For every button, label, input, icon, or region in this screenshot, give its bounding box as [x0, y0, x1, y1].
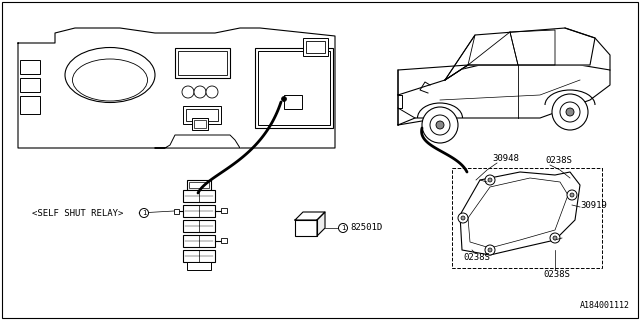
Circle shape: [339, 223, 348, 233]
Polygon shape: [398, 65, 468, 95]
Text: 1: 1: [141, 210, 147, 216]
Circle shape: [488, 178, 492, 182]
Circle shape: [488, 248, 492, 252]
Bar: [221, 238, 227, 243]
Bar: [221, 208, 227, 213]
Text: 0238S: 0238S: [545, 156, 572, 165]
Circle shape: [553, 236, 557, 240]
Bar: [284, 95, 302, 109]
Polygon shape: [317, 212, 325, 236]
Circle shape: [485, 245, 495, 255]
Bar: [255, 48, 333, 128]
Text: A184001112: A184001112: [580, 301, 630, 310]
Circle shape: [206, 86, 218, 98]
Bar: [258, 51, 330, 125]
Circle shape: [552, 94, 588, 130]
Bar: [452, 168, 602, 268]
Bar: [183, 205, 215, 217]
Polygon shape: [295, 212, 325, 220]
Bar: [20, 60, 40, 74]
Polygon shape: [398, 65, 610, 125]
Circle shape: [182, 86, 194, 98]
Circle shape: [560, 102, 580, 122]
Bar: [187, 262, 211, 270]
Bar: [303, 38, 328, 56]
Text: 0238S: 0238S: [463, 253, 490, 262]
Polygon shape: [445, 28, 595, 80]
Text: 82501D: 82501D: [350, 223, 382, 233]
Circle shape: [550, 233, 560, 243]
Bar: [187, 180, 211, 190]
Bar: [295, 220, 317, 236]
Bar: [194, 120, 206, 128]
Bar: [183, 250, 215, 262]
Circle shape: [567, 190, 577, 200]
Bar: [20, 78, 40, 92]
Text: 1: 1: [340, 225, 345, 231]
Circle shape: [282, 97, 287, 101]
Bar: [20, 96, 40, 114]
Circle shape: [140, 209, 148, 218]
Circle shape: [570, 193, 574, 197]
Circle shape: [422, 107, 458, 143]
Bar: [183, 190, 215, 202]
Bar: [174, 209, 179, 214]
Polygon shape: [18, 28, 335, 148]
Circle shape: [194, 86, 206, 98]
Circle shape: [436, 121, 444, 129]
Bar: [175, 48, 230, 78]
Circle shape: [485, 175, 495, 185]
Bar: [178, 51, 227, 75]
Circle shape: [430, 115, 450, 135]
Circle shape: [566, 108, 574, 116]
Text: 0238S: 0238S: [543, 270, 570, 279]
Bar: [183, 220, 215, 232]
Bar: [183, 235, 215, 247]
Circle shape: [458, 213, 468, 223]
Circle shape: [461, 216, 465, 220]
Bar: [183, 106, 221, 124]
Bar: [192, 118, 208, 130]
Bar: [186, 109, 218, 121]
Polygon shape: [155, 135, 240, 148]
Text: 30919: 30919: [580, 201, 607, 210]
Bar: [189, 182, 209, 188]
Bar: [306, 41, 325, 53]
Text: <SELF SHUT RELAY>: <SELF SHUT RELAY>: [32, 209, 124, 218]
Polygon shape: [460, 172, 580, 255]
Text: 30948: 30948: [492, 154, 519, 163]
